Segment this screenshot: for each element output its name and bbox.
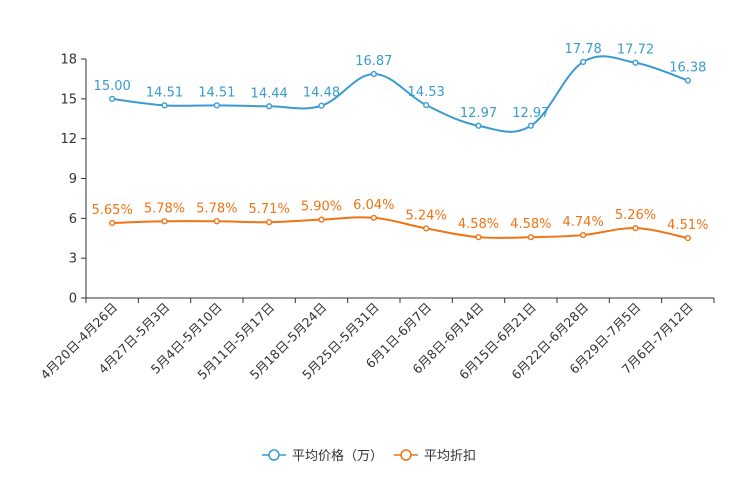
- data-label: 14.44: [251, 86, 288, 101]
- y-tick-label: 15: [60, 92, 77, 107]
- data-point[interactable]: [318, 102, 325, 109]
- data-label: 4.51%: [667, 218, 708, 233]
- data-label: 12.97: [512, 106, 549, 121]
- data-label: 16.38: [669, 61, 706, 76]
- data-label: 17.72: [617, 43, 654, 58]
- data-label: 5.26%: [615, 208, 656, 223]
- data-point[interactable]: [266, 219, 273, 226]
- data-point[interactable]: [370, 70, 377, 78]
- data-point[interactable]: [580, 58, 587, 66]
- series-line-2: [112, 216, 689, 240]
- legend-label-2: 平均折扣: [424, 449, 476, 464]
- data-point[interactable]: [161, 102, 168, 109]
- data-point[interactable]: [684, 235, 691, 242]
- data-point[interactable]: [580, 231, 587, 239]
- data-point[interactable]: [109, 95, 116, 102]
- data-point[interactable]: [684, 77, 691, 84]
- y-tick-label: 3: [69, 252, 77, 267]
- data-label: 4.74%: [563, 215, 604, 230]
- data-label: 14.53: [408, 85, 445, 100]
- data-point[interactable]: [213, 218, 220, 225]
- data-label: 5.24%: [406, 208, 447, 223]
- legend-label-1: 平均价格（万）: [292, 448, 383, 464]
- data-point[interactable]: [527, 234, 534, 241]
- data-point[interactable]: [423, 225, 430, 232]
- data-label: 4.58%: [458, 217, 499, 232]
- data-label: 12.97: [460, 106, 497, 121]
- data-point[interactable]: [213, 102, 220, 109]
- data-label: 14.51: [146, 85, 183, 100]
- data-label: 6.04%: [353, 198, 394, 213]
- data-point[interactable]: [266, 103, 273, 110]
- data-point[interactable]: [370, 214, 377, 221]
- data-point[interactable]: [475, 234, 482, 241]
- data-label: 5.78%: [144, 201, 185, 216]
- data-label: 14.48: [303, 86, 340, 101]
- y-tick-label: 12: [60, 132, 77, 147]
- legend-marker-1[interactable]: [268, 449, 280, 461]
- legend-marker-2[interactable]: [400, 449, 412, 461]
- data-point[interactable]: [475, 122, 482, 129]
- data-point[interactable]: [109, 219, 116, 227]
- data-label: 5.65%: [92, 203, 133, 218]
- data-label: 14.51: [198, 85, 235, 100]
- data-label: 5.71%: [249, 202, 290, 217]
- data-label: 15.00: [94, 79, 131, 94]
- y-tick-label: 0: [69, 292, 77, 307]
- data-label: 16.87: [355, 54, 392, 69]
- data-point[interactable]: [423, 101, 430, 109]
- data-point[interactable]: [527, 122, 534, 129]
- y-tick-label: 9: [69, 172, 77, 187]
- y-tick-label: 6: [69, 212, 77, 227]
- data-point[interactable]: [161, 218, 168, 225]
- y-tick-label: 18: [60, 53, 77, 68]
- data-point[interactable]: [632, 225, 639, 232]
- data-label: 5.90%: [301, 200, 342, 215]
- data-point[interactable]: [318, 216, 325, 223]
- data-label: 5.78%: [196, 201, 237, 216]
- data-label: 17.78: [565, 42, 602, 57]
- data-label: 4.58%: [510, 217, 551, 232]
- data-point[interactable]: [632, 59, 639, 66]
